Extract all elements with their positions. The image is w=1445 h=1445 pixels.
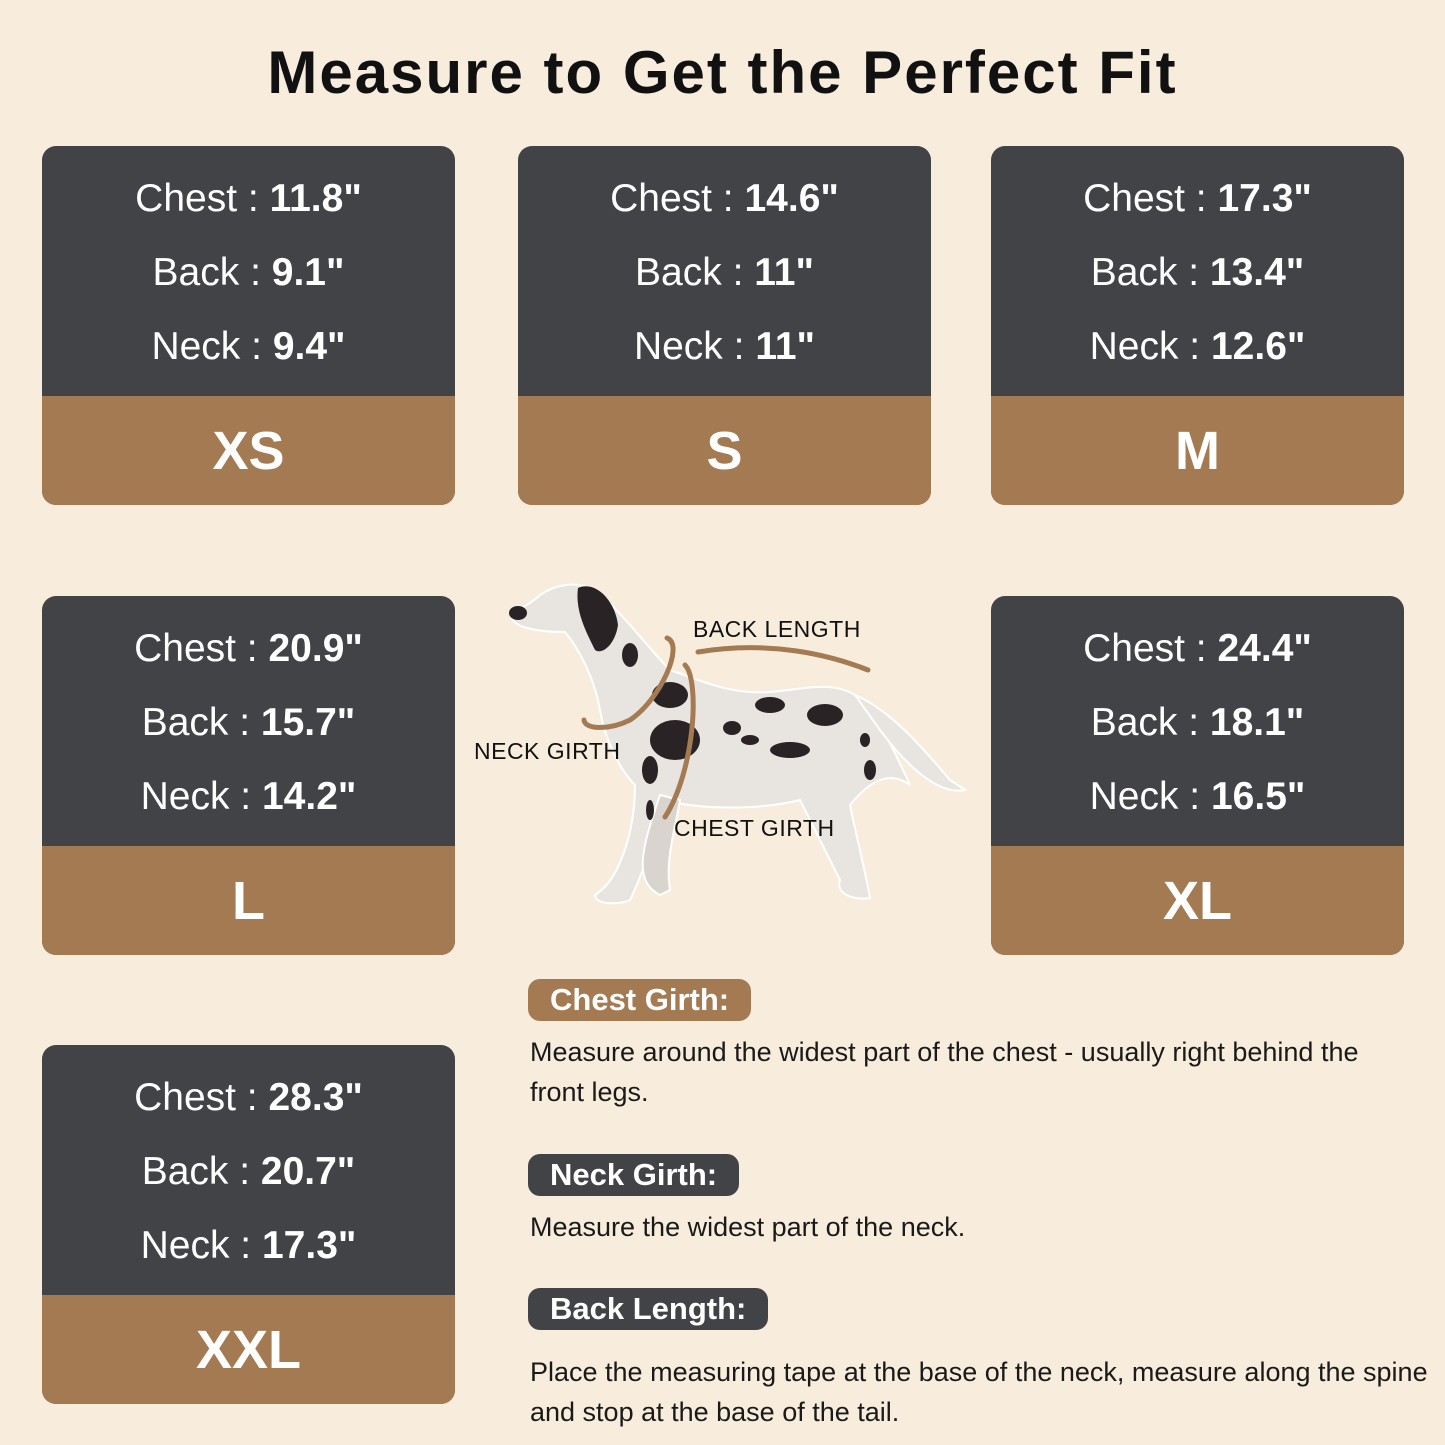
size-label: XS: [42, 396, 455, 505]
chest-girth-label: CHEST GIRTH: [674, 815, 835, 841]
back-length-text: Place the measuring tape at the base of …: [530, 1357, 1428, 1427]
size-label: XXL: [42, 1295, 455, 1404]
back-length-heading: Back Length:: [528, 1288, 769, 1330]
size-card-xl: Chest : 24.4" Back : 18.1" Neck : 16.5" …: [991, 596, 1404, 955]
dog-spots: [509, 586, 876, 820]
chest-girth-heading: Chest Girth:: [528, 979, 752, 1021]
neck-measurement: Neck : 9.4": [151, 325, 346, 368]
back-measurement: Back : 18.1": [1090, 701, 1305, 744]
neck-measurement: Neck : 11": [633, 325, 816, 368]
neck-measurement: Neck : 16.5": [1089, 775, 1306, 818]
size-card-xxl: Chest : 28.3" Back : 20.7" Neck : 17.3" …: [42, 1045, 455, 1404]
measure-lines: [581, 635, 871, 820]
size-card-m: Chest : 17.3" Back : 13.4" Neck : 12.6" …: [991, 146, 1404, 505]
neck-girth-label: NECK GIRTH: [474, 738, 621, 764]
size-label: M: [991, 396, 1404, 505]
size-card-l: Chest : 20.9" Back : 15.7" Neck : 14.2" …: [42, 596, 455, 955]
size-label: XL: [991, 846, 1404, 955]
back-measurement: Back : 15.7": [141, 701, 356, 744]
dalmatian-illustration: [509, 583, 968, 905]
chest-measurement: Chest : 28.3": [134, 1076, 363, 1119]
back-length-label: BACK LENGTH: [693, 616, 861, 642]
chest-measurement: Chest : 24.4": [1083, 627, 1312, 670]
neck-measurement: Neck : 17.3": [140, 1224, 357, 1267]
size-label: S: [518, 396, 931, 505]
back-length-line: [695, 645, 871, 673]
chest-girth-ring: [662, 662, 696, 820]
dog-body: [510, 583, 968, 905]
chest-girth-text: Measure around the widest part of the ch…: [530, 1037, 1359, 1107]
back-measurement: Back : 11": [635, 251, 814, 294]
neck-measurement: Neck : 12.6": [1089, 325, 1306, 368]
size-label: L: [42, 846, 455, 955]
page-title: Measure to Get the Perfect Fit: [267, 39, 1178, 106]
neck-girth-heading: Neck Girth:: [528, 1154, 740, 1196]
chest-measurement: Chest : 11.8": [135, 177, 362, 220]
chest-measurement: Chest : 20.9": [134, 627, 363, 670]
neck-girth-ring: [581, 635, 676, 730]
back-measurement: Back : 13.4": [1090, 251, 1305, 294]
size-card-s: Chest : 14.6" Back : 11" Neck : 11" S: [518, 146, 931, 505]
neck-measurement: Neck : 14.2": [140, 775, 357, 818]
chest-measurement: Chest : 14.6": [610, 177, 839, 220]
back-measurement: Back : 9.1": [152, 251, 345, 294]
back-measurement: Back : 20.7": [141, 1150, 356, 1193]
chest-measurement: Chest : 17.3": [1083, 177, 1312, 220]
neck-girth-text: Measure the widest part of the neck.: [530, 1212, 966, 1242]
size-card-xs: Chest : 11.8" Back : 9.1" Neck : 9.4" XS: [42, 146, 455, 505]
